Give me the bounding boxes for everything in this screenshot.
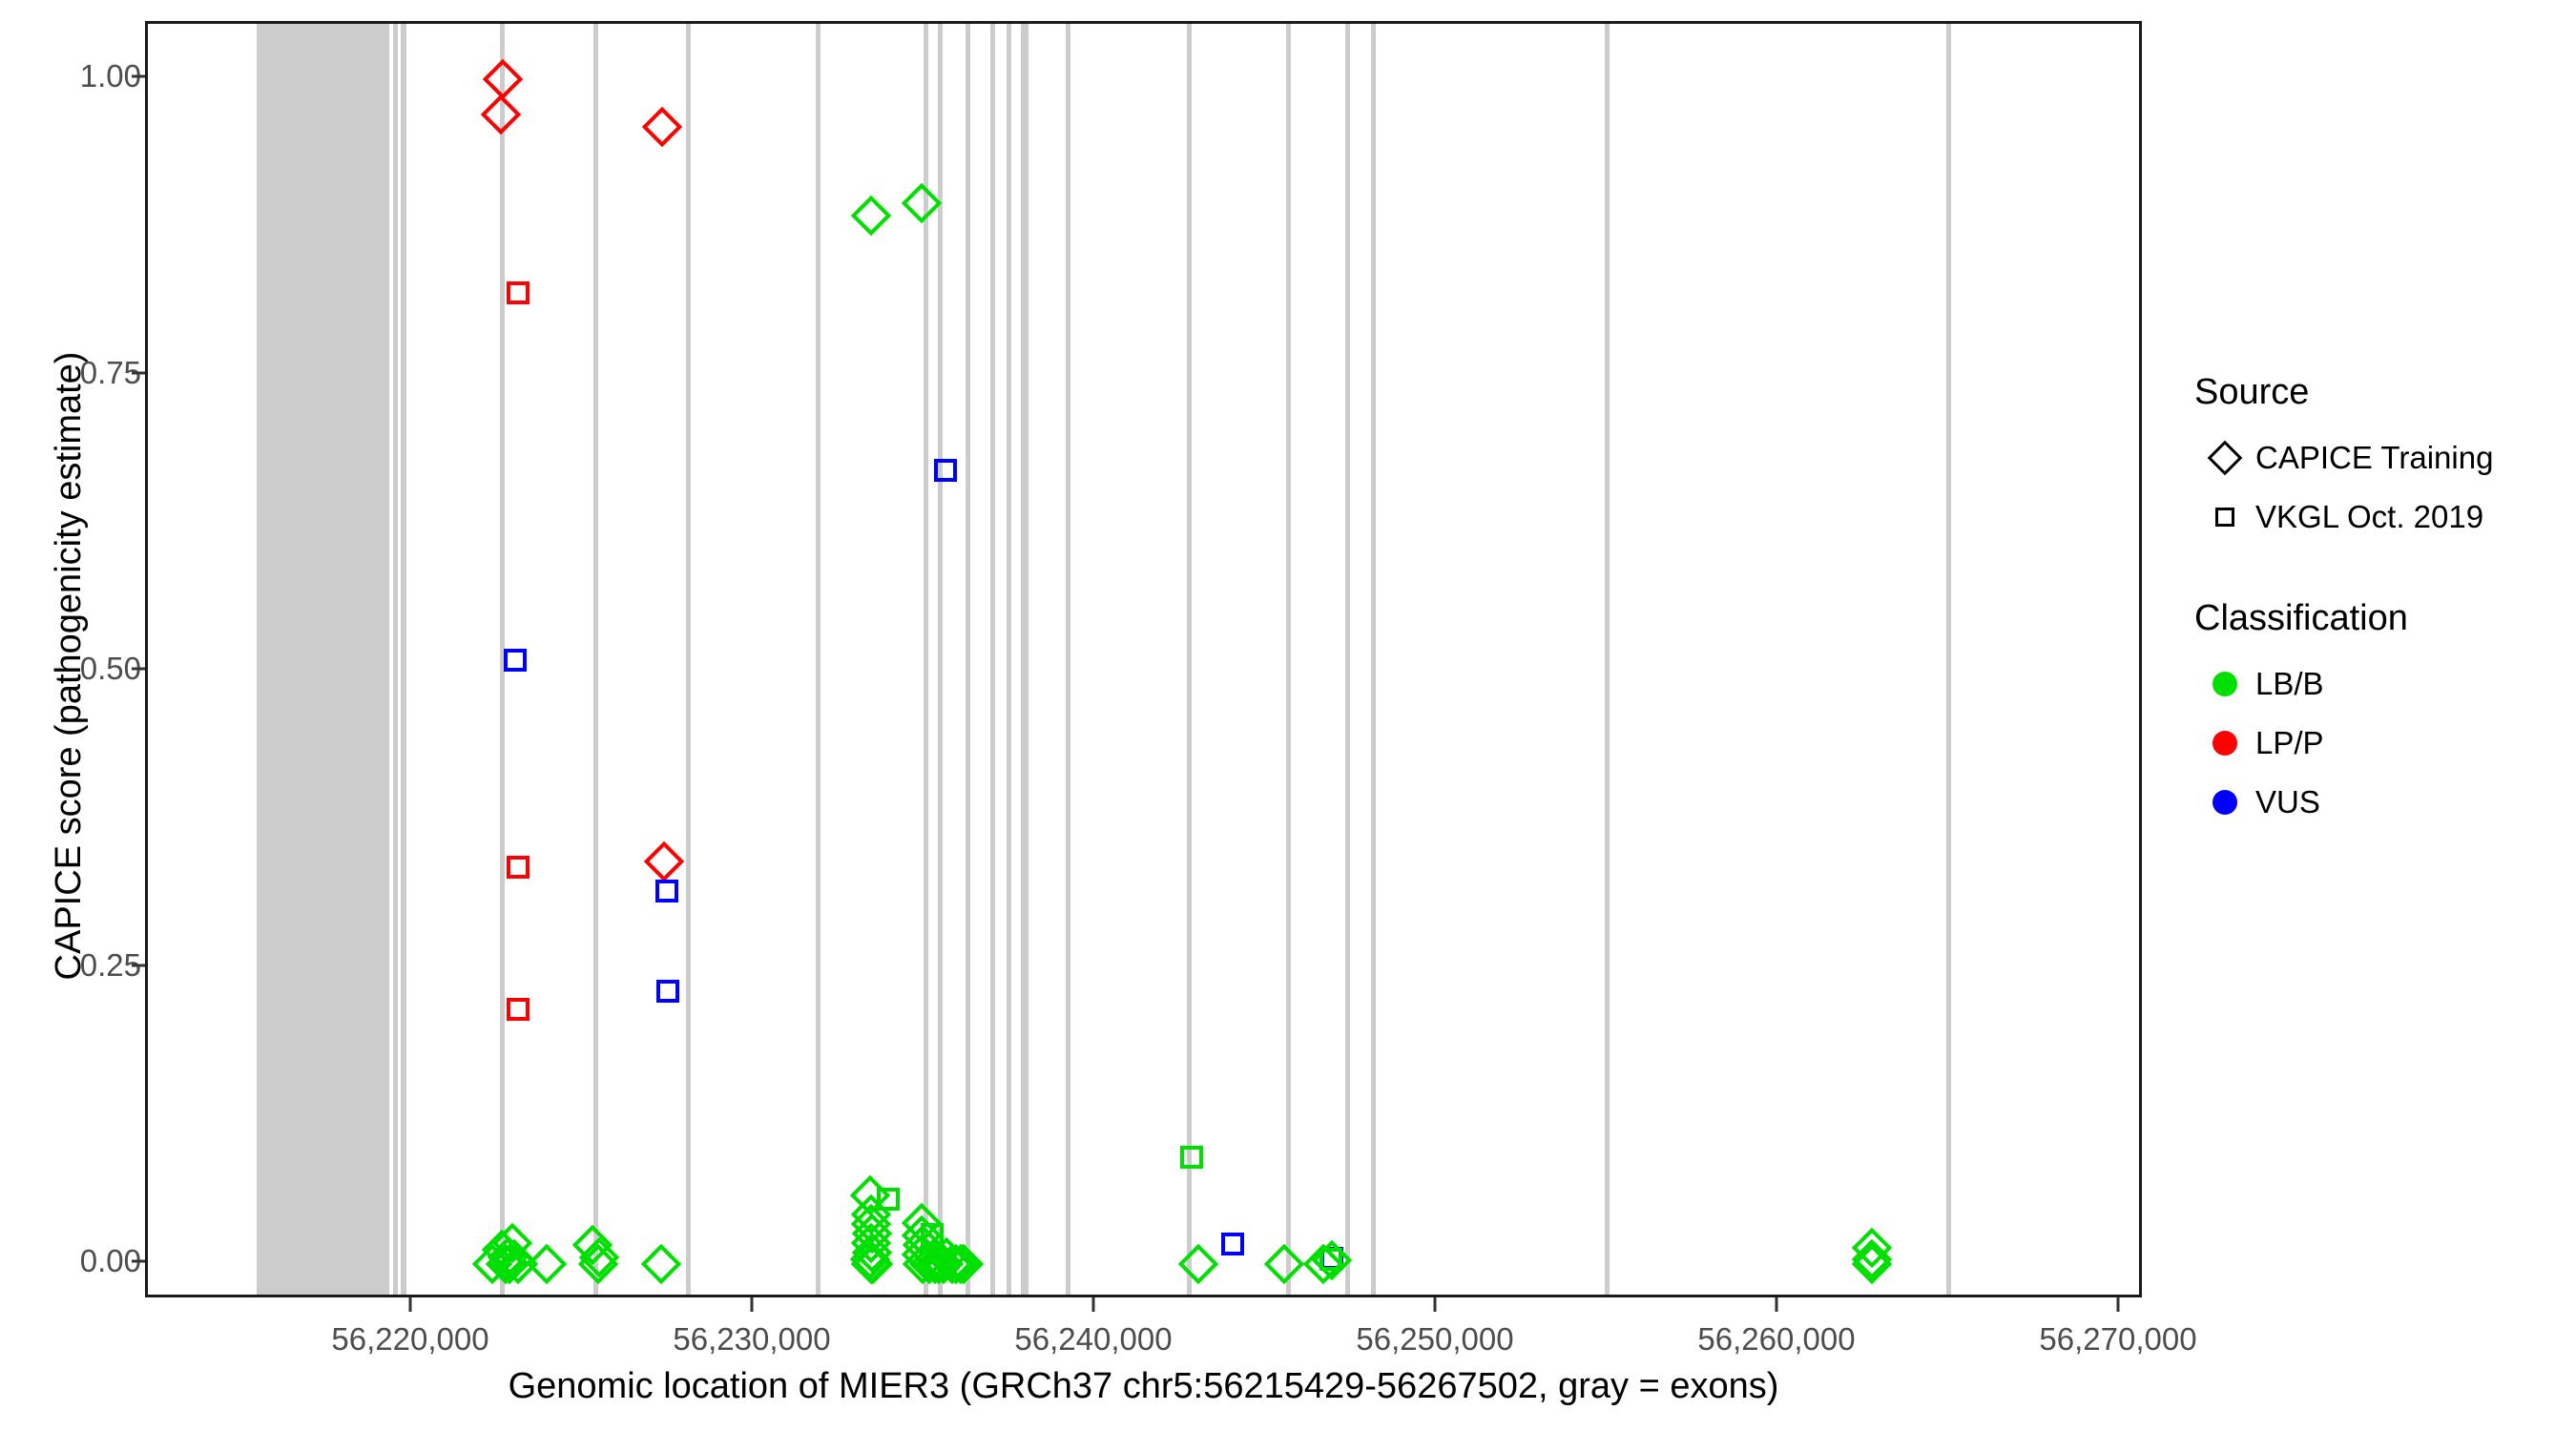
diamond-icon bbox=[2194, 440, 2255, 476]
data-point-diamond bbox=[1177, 1243, 1218, 1285]
y-tick-label: 0.75 bbox=[79, 354, 141, 390]
data-point-square bbox=[876, 1187, 900, 1211]
x-axis-title: Genomic location of MIER3 (GRCh37 chr5:5… bbox=[508, 1366, 1779, 1406]
x-tick-mark bbox=[1775, 1297, 1778, 1312]
circle-icon bbox=[2194, 672, 2255, 696]
x-tick-label: 56,270,000 bbox=[2039, 1321, 2197, 1357]
circle-icon bbox=[2194, 790, 2255, 815]
exon-band bbox=[937, 24, 943, 1295]
y-tick-mark bbox=[132, 964, 145, 966]
y-tick-label: 0.50 bbox=[79, 651, 141, 686]
data-point-square bbox=[656, 980, 680, 1004]
exon-band bbox=[392, 24, 399, 1295]
data-point-square bbox=[507, 280, 530, 304]
y-tick-mark bbox=[132, 1259, 145, 1263]
legend-title-source: Source bbox=[2194, 372, 2310, 412]
data-point-diamond bbox=[1263, 1243, 1305, 1285]
exon-band bbox=[1021, 24, 1028, 1295]
exon-band bbox=[1285, 24, 1291, 1295]
legend-item-source[interactable]: CAPICE Training bbox=[2194, 428, 2557, 487]
data-point-diamond bbox=[642, 106, 683, 147]
y-tick-mark bbox=[132, 667, 145, 671]
x-tick-mark bbox=[2116, 1297, 2120, 1312]
x-tick-label: 56,260,000 bbox=[1697, 1321, 1856, 1357]
legend-item-label: LP/P bbox=[2255, 725, 2324, 760]
data-point-square bbox=[507, 855, 530, 879]
exon-band bbox=[499, 24, 505, 1295]
data-point-diamond bbox=[482, 58, 523, 100]
data-point-square bbox=[506, 997, 530, 1021]
plot-panel bbox=[145, 21, 2142, 1297]
x-tick-label: 56,240,000 bbox=[1014, 1321, 1173, 1357]
legend-item-label: VUS bbox=[2255, 784, 2320, 819]
data-point-square bbox=[1319, 1248, 1343, 1272]
x-tick-mark bbox=[408, 1297, 412, 1312]
exon-band bbox=[686, 24, 692, 1295]
exon-band bbox=[1065, 24, 1070, 1295]
x-tick-label: 56,250,000 bbox=[1356, 1321, 1514, 1357]
exon-band bbox=[257, 24, 389, 1295]
exon-band bbox=[1371, 24, 1377, 1295]
y-tick-mark bbox=[132, 74, 145, 78]
y-tick-mark bbox=[132, 371, 145, 374]
square-icon bbox=[2194, 508, 2255, 527]
legend-item-classification[interactable]: VUS bbox=[2194, 773, 2557, 832]
y-tick-label: 0.00 bbox=[79, 1243, 141, 1278]
exon-band bbox=[593, 24, 599, 1295]
y-tick-label: 1.00 bbox=[79, 58, 141, 93]
data-point-square bbox=[934, 458, 958, 482]
exon-band bbox=[1007, 24, 1012, 1295]
legend-item-label: VKGL Oct. 2019 bbox=[2255, 499, 2484, 534]
x-tick-mark bbox=[1091, 1297, 1095, 1312]
legend-item-label: CAPICE Training bbox=[2255, 440, 2494, 475]
x-tick-mark bbox=[750, 1297, 754, 1312]
legend-item-source[interactable]: VKGL Oct. 2019 bbox=[2194, 487, 2557, 547]
legend: Source CAPICE Training VKGL Oct. 2019 Cla… bbox=[2194, 372, 2557, 832]
data-point-square bbox=[921, 1222, 945, 1246]
x-tick-label: 56,230,000 bbox=[673, 1321, 831, 1357]
legend-group-classification: LB/B LP/P VUS bbox=[2194, 654, 2557, 832]
exon-band bbox=[990, 24, 996, 1295]
data-point-diamond bbox=[640, 1243, 681, 1285]
data-point-diamond bbox=[526, 1243, 567, 1285]
exon-band bbox=[816, 24, 821, 1295]
data-point-diamond bbox=[850, 195, 891, 237]
exon-band bbox=[1186, 24, 1192, 1295]
exon-band bbox=[1605, 24, 1610, 1295]
legend-item-classification[interactable]: LP/P bbox=[2194, 714, 2557, 773]
data-point-square bbox=[503, 648, 527, 672]
data-point-square bbox=[654, 879, 678, 902]
legend-item-classification[interactable]: LB/B bbox=[2194, 654, 2557, 714]
data-point-diamond bbox=[480, 94, 522, 135]
exon-band bbox=[1345, 24, 1351, 1295]
legend-item-label: LB/B bbox=[2255, 666, 2324, 701]
exon-band bbox=[966, 24, 971, 1295]
data-point-square bbox=[1180, 1146, 1204, 1170]
data-point-diamond bbox=[643, 840, 685, 881]
y-tick-label: 0.25 bbox=[79, 946, 141, 983]
data-point-square bbox=[1221, 1232, 1245, 1255]
legend-group-source: CAPICE Training VKGL Oct. 2019 bbox=[2194, 428, 2557, 547]
x-tick-mark bbox=[1433, 1297, 1437, 1312]
data-point-diamond bbox=[902, 183, 943, 224]
legend-title-classification: Classification bbox=[2194, 598, 2408, 638]
exon-band bbox=[924, 24, 929, 1295]
exon-band bbox=[401, 24, 406, 1295]
exon-band bbox=[1946, 24, 1952, 1295]
legend-spacer bbox=[2194, 547, 2557, 598]
circle-icon bbox=[2194, 731, 2255, 756]
x-tick-label: 56,220,000 bbox=[331, 1321, 489, 1357]
